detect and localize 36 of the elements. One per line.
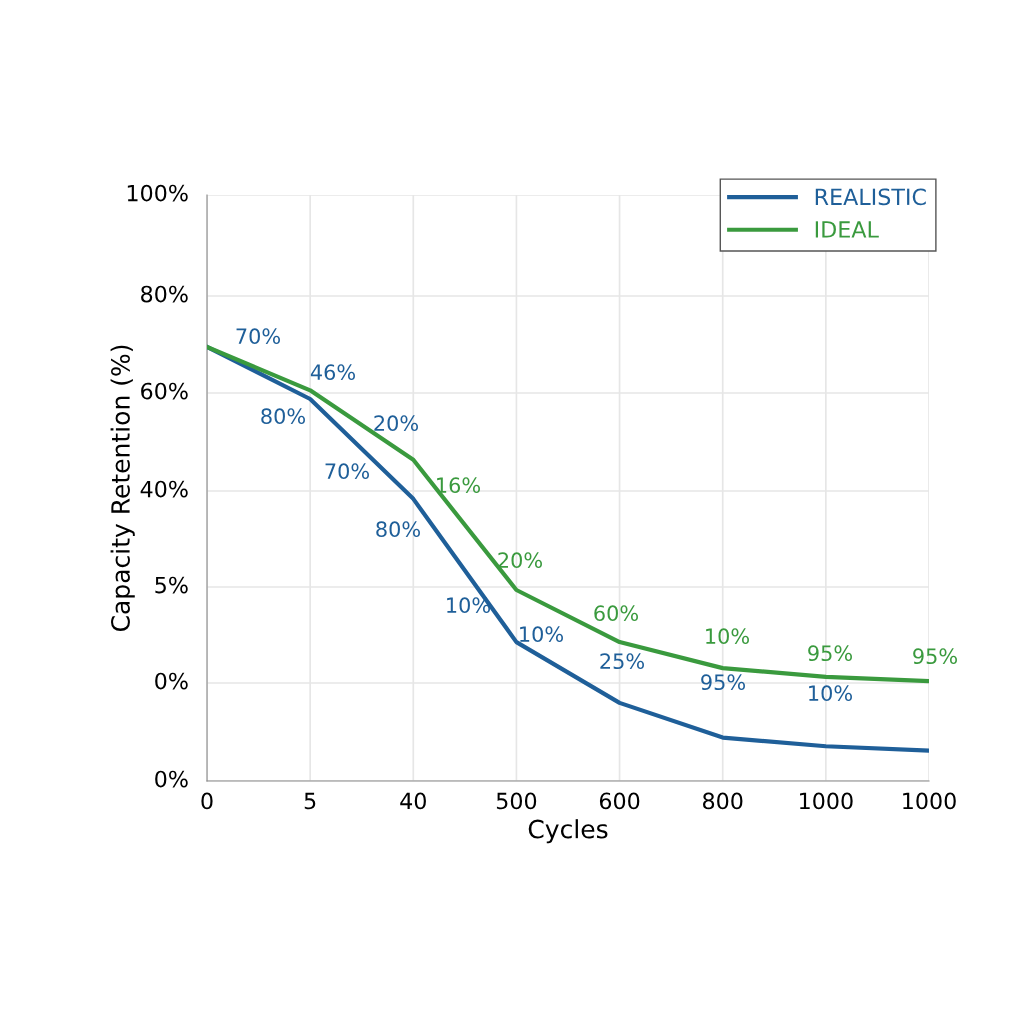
x-tick-label: 40 [400, 792, 426, 810]
annotation: 46% [310, 364, 355, 381]
annotation: 95% [701, 674, 745, 691]
annotation: 70% [325, 463, 369, 480]
text: 60% [141, 382, 188, 400]
annotation: 10% [520, 626, 563, 643]
x-tick-label: 5 [304, 792, 316, 810]
x-tick-label: 1000 [800, 792, 853, 810]
x-tick-label: 0 [201, 792, 213, 810]
x-tick-label: 800 [703, 792, 743, 810]
text: 80% [141, 285, 188, 303]
x-tick-label: 1000 [903, 792, 956, 810]
text: 70% [236, 328, 280, 345]
x-tick-label: 600 [599, 792, 640, 810]
legend-label: IDEAL [815, 221, 879, 238]
text: 5% [155, 576, 188, 594]
y-axis-title: Capacity Retention (%) [110, 345, 135, 632]
annotation: 10% [809, 685, 852, 702]
x-tick-label: 500 [496, 792, 537, 810]
annotation: 10% [447, 597, 490, 614]
annotation: 10% [706, 628, 749, 645]
text: 0% [155, 770, 188, 788]
annotation: 95% [808, 645, 852, 662]
annotation: 16% [437, 477, 480, 494]
text: 40% [140, 480, 188, 498]
legend-label: REALISTIC [815, 188, 926, 206]
annotation: 25% [600, 653, 644, 670]
annotation: 60% [594, 605, 638, 622]
annotation: 20% [498, 552, 542, 569]
annotation: 95% [913, 648, 957, 665]
annotation: 80% [376, 521, 420, 538]
text: 100% [127, 184, 188, 202]
text: 0% [155, 672, 188, 690]
annotation: 20% [374, 415, 418, 432]
annotation: 80% [261, 408, 305, 425]
x-axis-title: Cycles [528, 819, 608, 844]
